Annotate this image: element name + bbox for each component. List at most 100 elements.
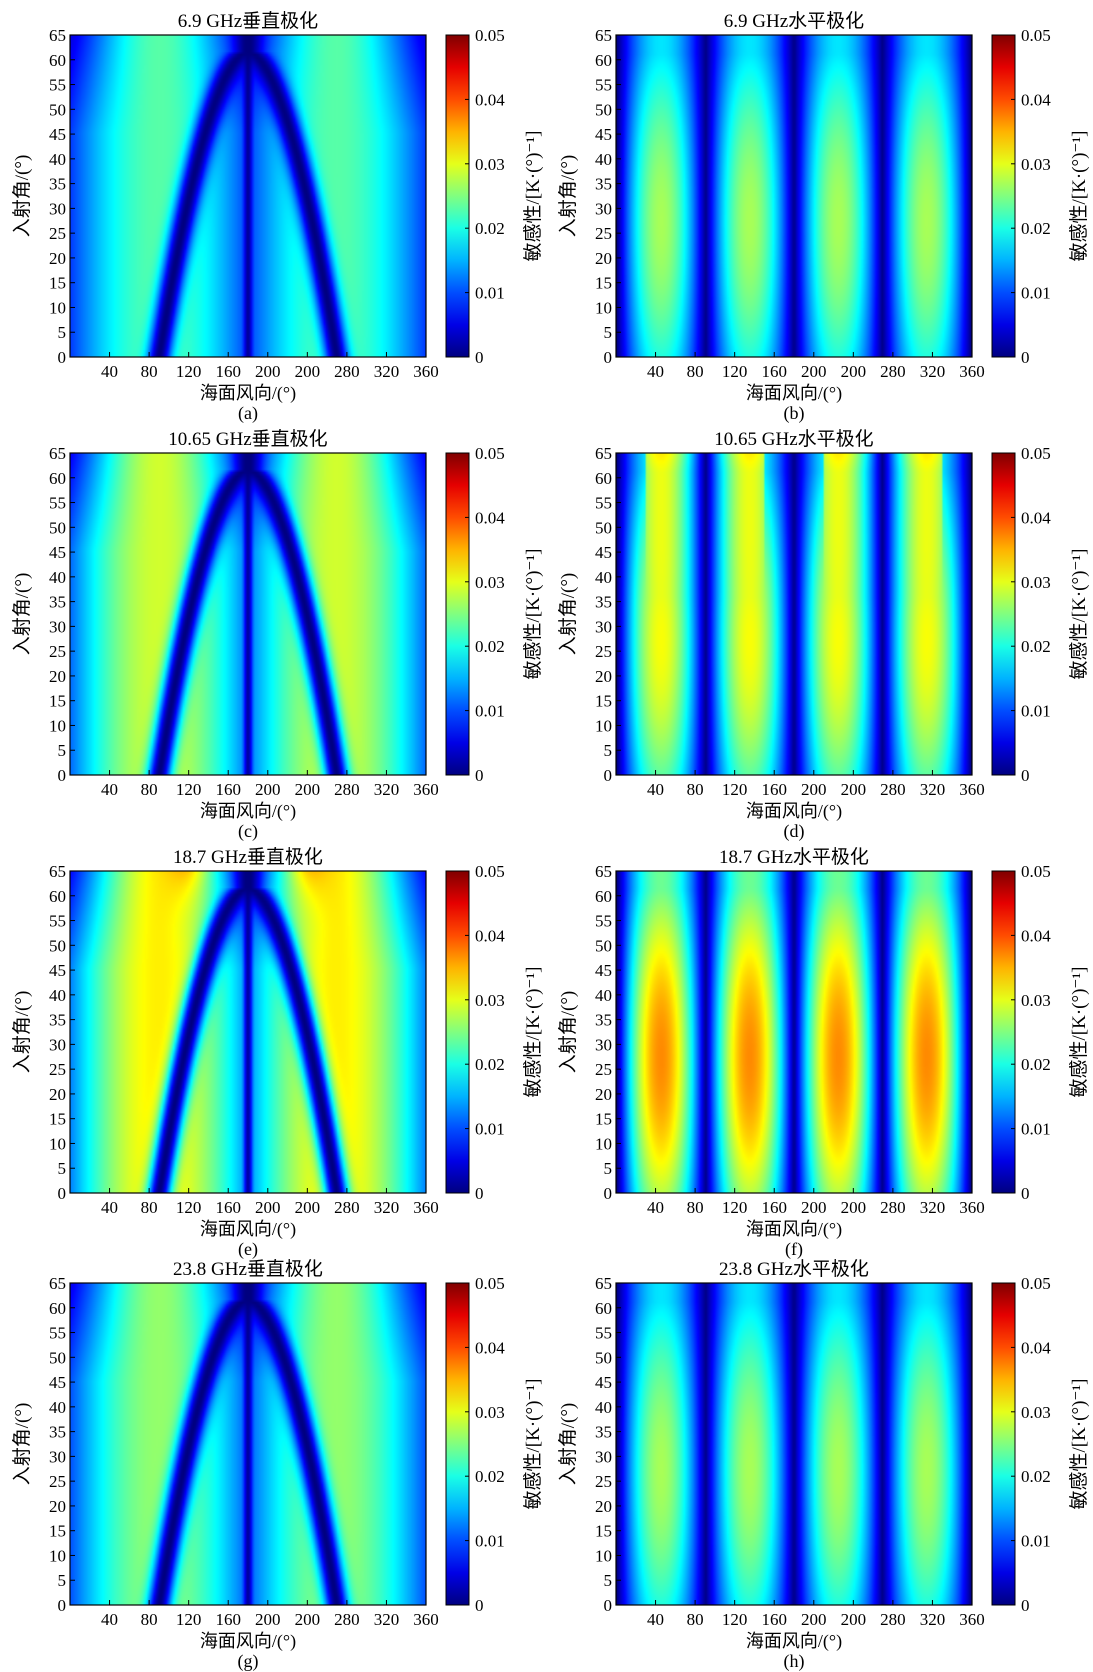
y-tick-label: 20 — [49, 249, 66, 268]
y-tick-label: 10 — [49, 716, 66, 735]
y-tick-label: 50 — [49, 518, 66, 537]
panel-label: (d) — [784, 821, 805, 842]
colorbar-label: 敏感性/[K·(°)⁻¹] — [1068, 131, 1090, 262]
chart-panel-e: 18.7 GHz垂直极化 0 5 10 15 20 25 30 35 40 45 50 55 60 65 40… — [11, 846, 544, 1260]
chart-title: 6.9 GHz水平极化 — [724, 10, 864, 32]
x-tick-label: 120 — [722, 780, 748, 799]
colorbar-tick-label: 0.02 — [1021, 637, 1051, 656]
x-tick-label: 360 — [959, 362, 985, 381]
heatmap-surface — [70, 1283, 426, 1605]
x-tick-label: 200 — [295, 1198, 321, 1217]
colorbar-label: 敏感性/[K·(°)⁻¹] — [1068, 967, 1090, 1098]
plot-frame — [615, 34, 973, 358]
y-axis-label: 入射角/(°) — [557, 1403, 579, 1486]
x-tick-label: 200 — [841, 780, 867, 799]
x-tick-label: 120 — [176, 1198, 202, 1217]
colorbar-tick-label: 0.02 — [1021, 1467, 1051, 1486]
x-tick-label: 40 — [101, 1198, 118, 1217]
colorbar-tick-label: 0.05 — [475, 862, 505, 881]
x-tick-label: 160 — [761, 780, 787, 799]
y-tick-label: 65 — [49, 444, 66, 463]
chart-panel-b: 6.9 GHz水平极化 0 5 10 15 20 25 30 35 40 45 50 55 60 65 40 8… — [557, 10, 1090, 424]
x-tick-label: 200 — [255, 1610, 281, 1629]
x-axis-label: 海面风向/(°) — [200, 1219, 296, 1240]
x-tick-label: 200 — [255, 780, 281, 799]
y-tick-label: 30 — [595, 1035, 612, 1054]
y-tick-label: 10 — [595, 1546, 612, 1565]
x-tick-label: 40 — [101, 362, 118, 381]
y-tick-label: 0 — [58, 766, 67, 785]
x-tick-label: 200 — [255, 362, 281, 381]
x-tick-label: 360 — [959, 780, 985, 799]
y-tick-label: 35 — [49, 175, 66, 194]
x-tick-label: 360 — [959, 1610, 985, 1629]
chart-panel-c: 10.65 GHz垂直极化 0 5 10 15 20 25 30 35 40 45 50 55 60 65 4… — [11, 428, 544, 842]
y-axis-label: 入射角/(°) — [557, 991, 579, 1074]
x-tick-label: 320 — [920, 362, 946, 381]
heatmap-surface — [616, 871, 972, 1193]
colorbar — [445, 34, 470, 358]
y-tick-label: 65 — [49, 1274, 66, 1293]
plot-frame — [69, 870, 427, 1194]
y-tick-label: 0 — [58, 1184, 67, 1203]
colorbar-label: 敏感性/[K·(°)⁻¹] — [1068, 549, 1090, 680]
colorbar-label: 敏感性/[K·(°)⁻¹] — [1068, 1379, 1090, 1510]
colorbar-tick-label: 0.05 — [1021, 444, 1051, 463]
colorbar-label: 敏感性/[K·(°)⁻¹] — [522, 1379, 544, 1510]
y-tick-label: 15 — [595, 1110, 612, 1129]
y-tick-label: 60 — [49, 1299, 66, 1318]
y-tick-label: 0 — [604, 1184, 613, 1203]
colorbar-tick-label: 0 — [475, 348, 484, 367]
colorbar-label: 敏感性/[K·(°)⁻¹] — [522, 967, 544, 1098]
y-tick-label: 35 — [595, 175, 612, 194]
chart-title: 23.8 GHz垂直极化 — [173, 1258, 323, 1280]
colorbar-tick-label: 0.01 — [1021, 702, 1051, 721]
panel-label: (g) — [238, 1651, 259, 1672]
y-tick-label: 35 — [49, 1423, 66, 1442]
colorbar-tick-label: 0.05 — [1021, 862, 1051, 881]
y-tick-label: 40 — [49, 568, 66, 587]
colorbar-tick-label: 0 — [475, 1596, 484, 1615]
y-tick-label: 25 — [595, 1472, 612, 1491]
colorbar — [445, 1282, 470, 1606]
colorbar-tick-label: 0.03 — [1021, 155, 1051, 174]
x-tick-label: 80 — [141, 1610, 158, 1629]
y-tick-label: 35 — [595, 593, 612, 612]
x-tick-label: 320 — [374, 1198, 400, 1217]
colorbar-tick-label: 0.02 — [1021, 219, 1051, 238]
x-tick-label: 200 — [801, 1198, 827, 1217]
y-tick-label: 30 — [49, 199, 66, 218]
y-tick-label: 40 — [49, 150, 66, 169]
x-axis-label: 海面风向/(°) — [746, 383, 842, 404]
colorbar — [445, 452, 470, 776]
y-tick-label: 5 — [58, 741, 67, 760]
plot-frame — [69, 1282, 427, 1606]
y-tick-label: 15 — [49, 274, 66, 293]
y-tick-label: 55 — [595, 1324, 612, 1343]
y-tick-label: 15 — [49, 692, 66, 711]
y-tick-label: 25 — [595, 1060, 612, 1079]
x-tick-label: 360 — [959, 1198, 985, 1217]
chart-title: 6.9 GHz垂直极化 — [178, 10, 318, 32]
colorbar — [991, 870, 1016, 1194]
heatmap-surface — [616, 35, 972, 357]
x-tick-label: 160 — [215, 362, 241, 381]
x-axis-label: 海面风向/(°) — [200, 1631, 296, 1652]
y-axis-label: 入射角/(°) — [11, 155, 33, 238]
colorbar-tick-label: 0.04 — [475, 90, 505, 109]
x-tick-label: 200 — [801, 1610, 827, 1629]
y-tick-label: 5 — [604, 323, 613, 342]
colorbar-tick-label: 0.03 — [475, 573, 505, 592]
y-tick-label: 55 — [49, 912, 66, 931]
x-tick-label: 360 — [413, 1198, 439, 1217]
y-tick-label: 0 — [58, 1596, 67, 1615]
y-tick-label: 25 — [595, 224, 612, 243]
x-tick-label: 160 — [215, 780, 241, 799]
y-tick-label: 35 — [49, 1011, 66, 1030]
x-tick-label: 280 — [334, 1198, 360, 1217]
plot-frame — [69, 34, 427, 358]
colorbar-tick-label: 0.04 — [1021, 926, 1051, 945]
y-tick-label: 55 — [49, 494, 66, 513]
y-tick-label: 45 — [49, 1373, 66, 1392]
x-tick-label: 120 — [722, 1198, 748, 1217]
